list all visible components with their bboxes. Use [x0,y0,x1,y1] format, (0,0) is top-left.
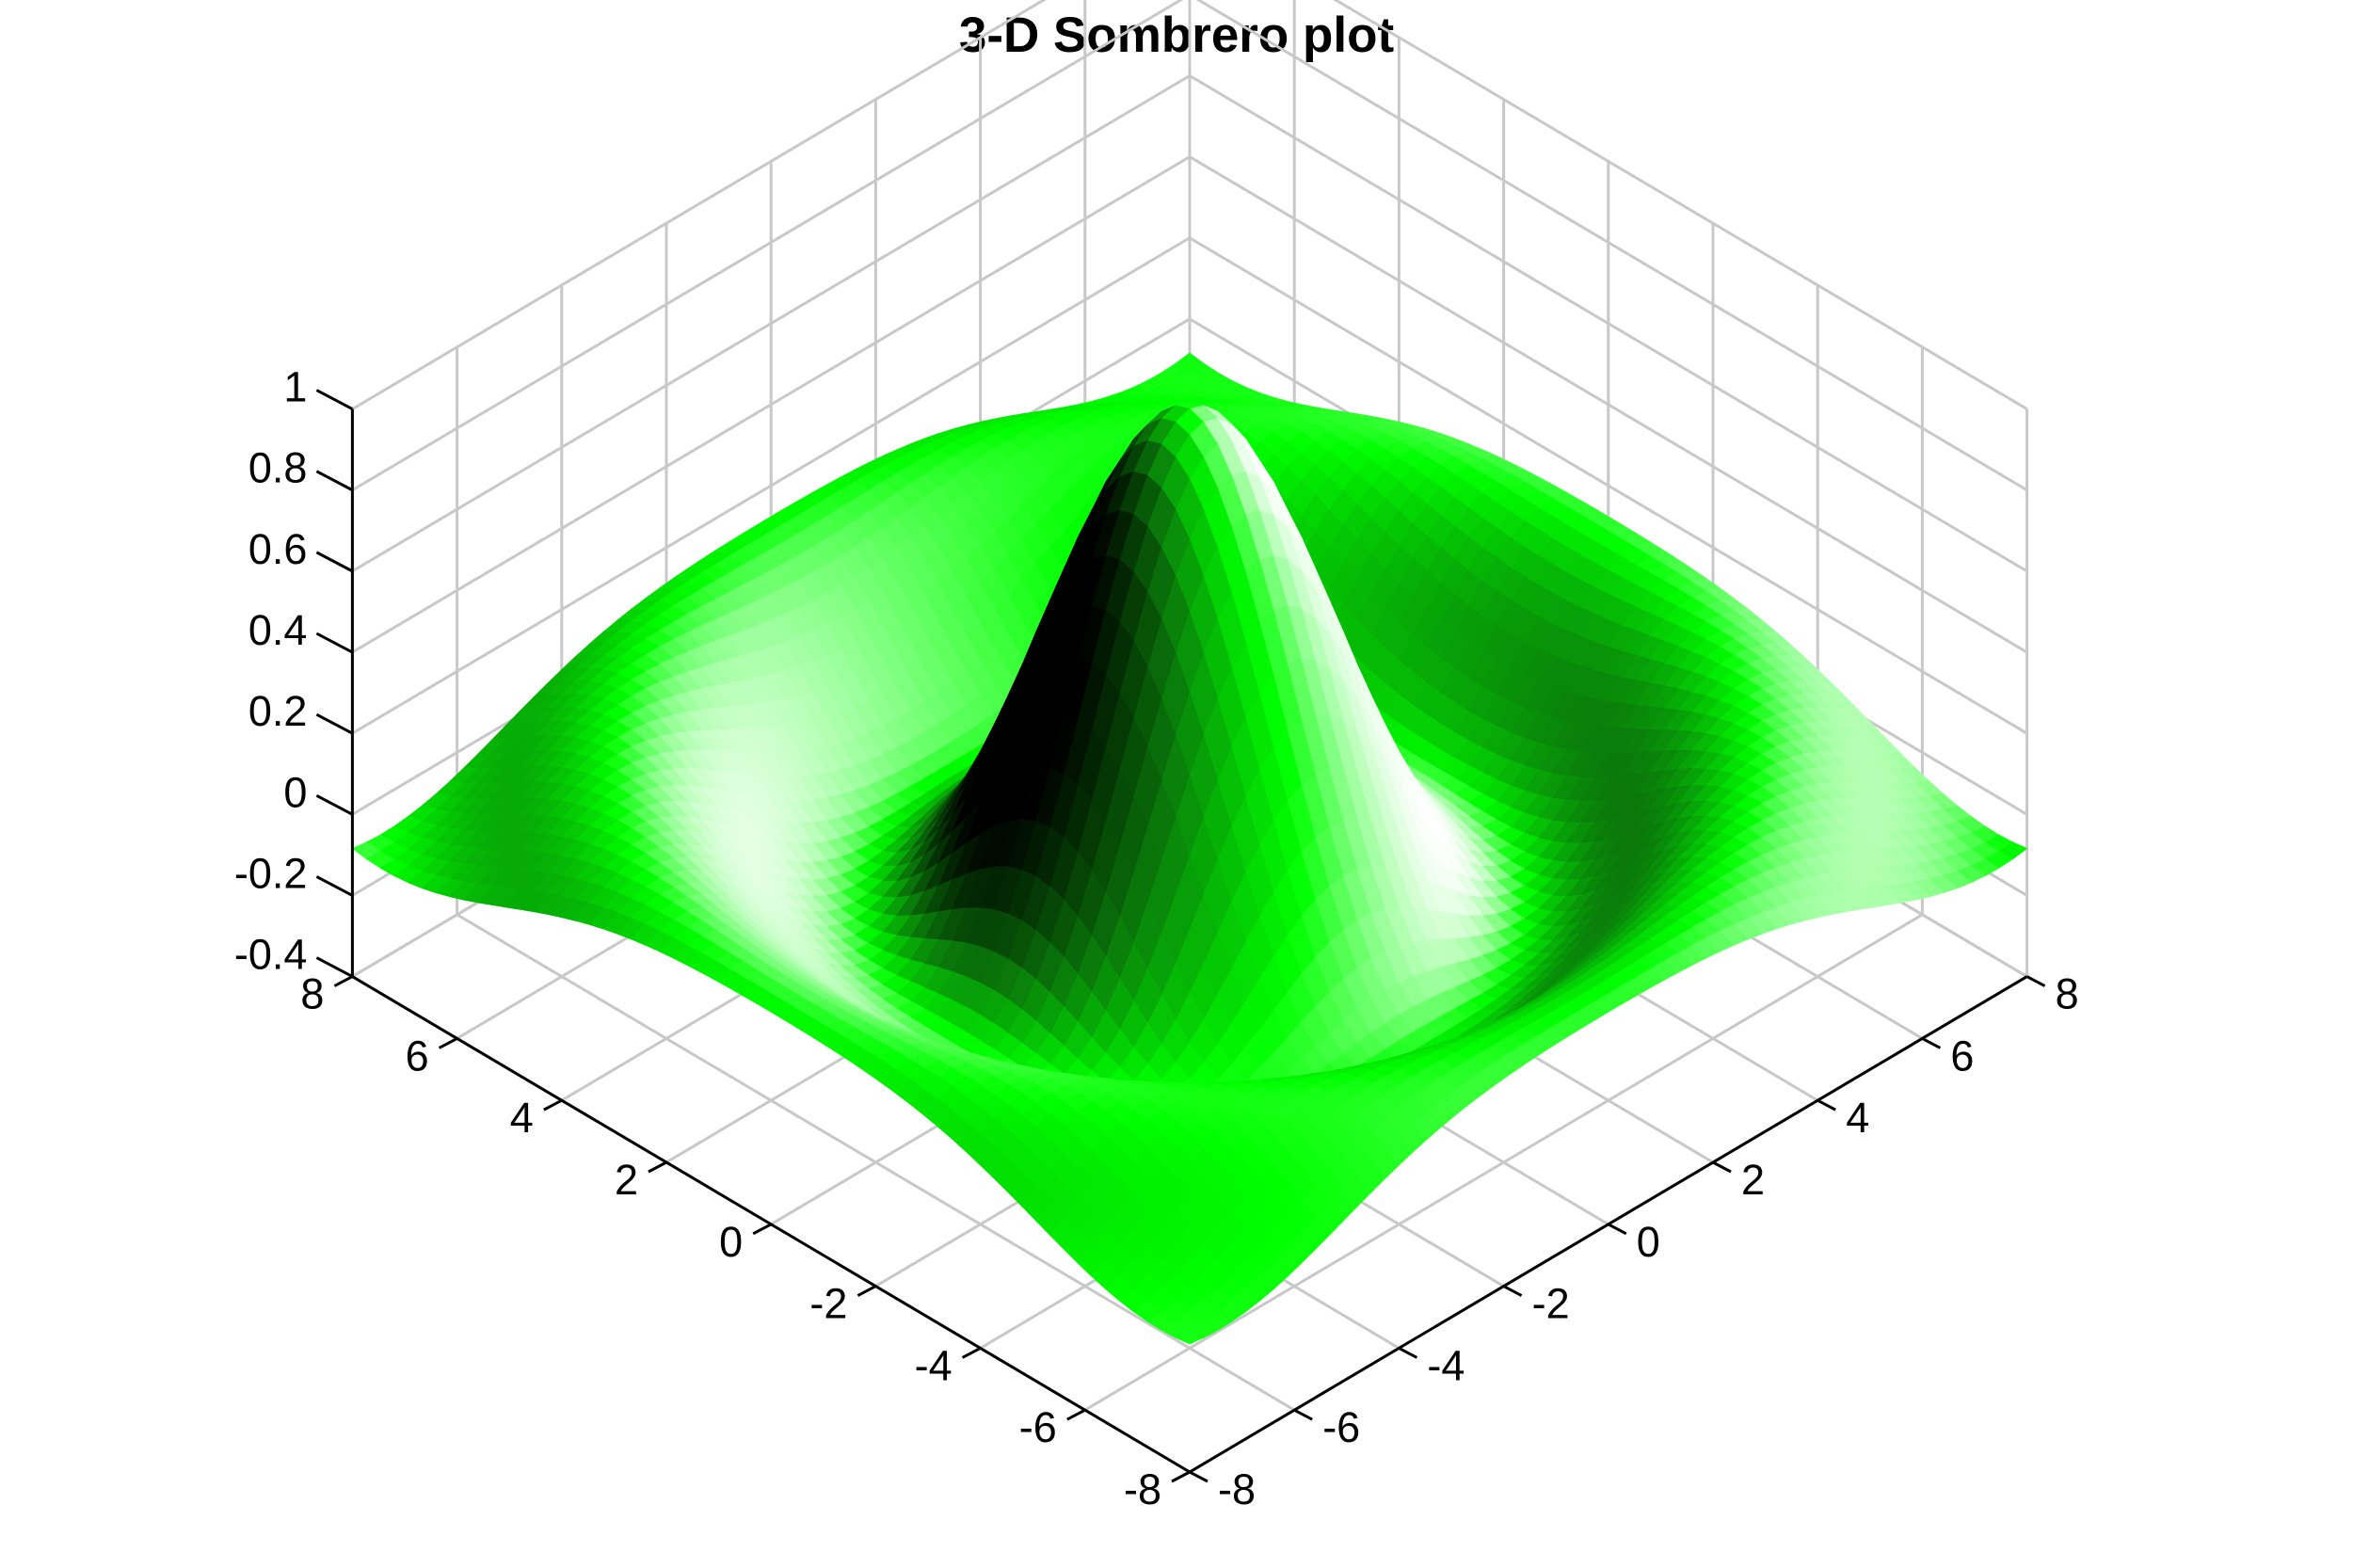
x-tick-label: 0 [719,1218,743,1266]
wall-grid-line [1195,0,2028,492]
x-tick-label: -2 [809,1280,847,1328]
y-tick-label: -6 [1322,1403,1360,1451]
y-tick [2025,975,2046,987]
surface [351,352,2028,1345]
x-tick-label: 6 [406,1032,429,1080]
x-tick [438,1037,458,1049]
floor-grid-line [456,913,1295,1412]
x-tick [648,1160,667,1174]
z-tick [315,632,354,654]
y-tick-label: -8 [1218,1465,1256,1513]
x-tick-label: -6 [1019,1403,1057,1451]
y-tick [1921,1037,1942,1049]
y-tick [1608,1223,1627,1236]
wall-grid-line [351,155,1191,654]
x-tick-label: 2 [615,1156,638,1204]
z-tick [315,470,354,492]
surface-patch [1175,1330,1205,1345]
z-tick [315,551,354,573]
z-tick [315,956,354,978]
wall-grid-line [1189,155,2028,654]
z-tick [315,875,354,897]
y-tick-label: 6 [1950,1032,1974,1080]
z-tick-label: 0.6 [248,525,308,573]
z-tick-label: 0.4 [248,606,308,654]
wall-grid-line [351,236,1191,735]
wall-grid-line [351,0,1047,410]
y-tick [1398,1347,1418,1359]
x-tick [856,1285,877,1297]
x-tick-label: 8 [300,970,324,1018]
z-tick [315,389,354,410]
x-tick [752,1223,772,1236]
y-tick [1502,1285,1523,1297]
z-tick-label: -0.4 [234,931,308,979]
y-tick [1817,1098,1836,1112]
x-tick-label: 4 [510,1094,534,1142]
y-tick [1189,1470,1209,1483]
wall-grid-line [1189,74,2028,573]
z-tick-label: 0 [283,768,307,816]
y-tick-label: 2 [1741,1156,1765,1204]
x-tick-label: -8 [1124,1465,1161,1513]
y-tick [1293,1408,1313,1421]
y-tick-label: 4 [1846,1094,1869,1142]
y-tick-label: 0 [1637,1218,1660,1266]
wall-grid-line [1333,0,2028,410]
z-tick-label: 0.8 [248,444,308,492]
x-tick [961,1347,982,1359]
x-tick [333,975,354,987]
wall-grid-line [351,0,1184,492]
y-tick [1712,1160,1732,1174]
wall-grid-line [1189,236,2028,735]
x-tick-label: -4 [915,1341,952,1389]
z-tick-label: -0.2 [234,849,308,897]
wall-grid-line [351,74,1191,573]
y-tick-label: 8 [2056,970,2079,1018]
z-tick [315,793,354,816]
x-tick [1066,1408,1086,1421]
chart-title: 3-D Sombrero plot [959,8,1394,63]
x-tick [543,1098,563,1112]
y-tick-label: -4 [1427,1341,1465,1389]
z-tick-label: 0.2 [248,687,308,735]
z-tick-label: 1 [283,363,307,411]
y-tick-label: -2 [1532,1280,1570,1328]
x-tick [1171,1470,1191,1483]
z-tick [315,712,354,735]
axes: -8-6-4-202468-8-6-4-202468-0.4-0.200.20.… [234,363,2079,1513]
